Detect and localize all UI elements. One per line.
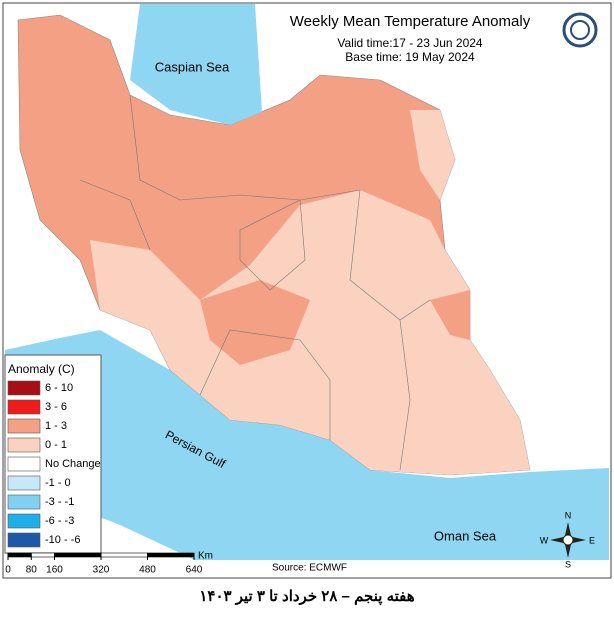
- scale-segment: [100, 552, 148, 558]
- legend: 6 - 10 3 - 6 1 - 3 0 - 1 No Change -1 - 0 -3 -…: [7, 380, 101, 548]
- base-time: Base time: 19 May 2024: [345, 50, 475, 64]
- anomaly-0-1: [90, 190, 530, 475]
- legend-swatch: [7, 399, 41, 415]
- legend-title: Anomaly (C): [8, 362, 75, 376]
- source: Source: ECMWF: [272, 563, 347, 574]
- legend-swatch: [7, 437, 41, 453]
- legend-swatch: [7, 513, 41, 529]
- compass-s: S: [565, 559, 571, 569]
- scale-segment: [54, 552, 102, 558]
- legend-swatch: [7, 456, 41, 472]
- anomaly-1-3: [430, 290, 470, 340]
- title: Weekly Mean Temperature Anomaly: [290, 13, 531, 30]
- compass-e: E: [589, 535, 595, 545]
- caspian-label: Caspian Sea: [155, 59, 230, 74]
- scale-segment: [147, 552, 195, 558]
- valid-time: Valid time:17 - 23 Jun 2024: [337, 36, 483, 50]
- legend-label: -1 - 0: [45, 477, 71, 489]
- footer: هفته پنجم – ۲۸ خرداد تا ۳ تیر ۱۴۰۳: [199, 588, 414, 606]
- legend-swatch: [7, 380, 41, 396]
- compass: [550, 522, 586, 558]
- scale-label: 0: [5, 565, 11, 576]
- anomaly-0-1: [410, 110, 455, 200]
- compass-n: N: [565, 510, 572, 520]
- scale-segment: [30, 552, 55, 558]
- scale-bar: 0 80 160 320 480 640 Km: [5, 551, 213, 576]
- province-borders: [79, 94, 431, 471]
- compass-w: W: [540, 535, 549, 545]
- scale-unit: Km: [198, 551, 213, 562]
- legend-swatch: [7, 494, 41, 510]
- scale-label: 640: [186, 565, 203, 576]
- legend-label: -6 - -3: [45, 515, 74, 527]
- legend-label: 6 - 10: [45, 382, 73, 394]
- sea: [5, 330, 609, 560]
- logo: [562, 12, 598, 48]
- legend-label: 3 - 6: [45, 401, 67, 413]
- scale-segment: [7, 552, 32, 558]
- oman-sea-label: Oman Sea: [434, 528, 497, 543]
- scale-label: 320: [93, 565, 110, 576]
- legend-label: -10 - -6: [45, 534, 80, 546]
- scale-label: 160: [46, 565, 63, 576]
- legend-label: No Change: [45, 458, 101, 470]
- legend-label: -3 - -1: [45, 496, 74, 508]
- legend-swatch: [7, 418, 41, 434]
- legend-swatch: [7, 475, 41, 491]
- legend-label: 0 - 1: [45, 439, 67, 451]
- scale-label: 480: [139, 565, 156, 576]
- anomaly-1-3: [200, 280, 310, 365]
- scale-label: 80: [26, 565, 38, 576]
- legend-label: 1 - 3: [45, 420, 67, 432]
- caspian-sea: [130, 4, 262, 125]
- legend-swatch: [7, 532, 41, 548]
